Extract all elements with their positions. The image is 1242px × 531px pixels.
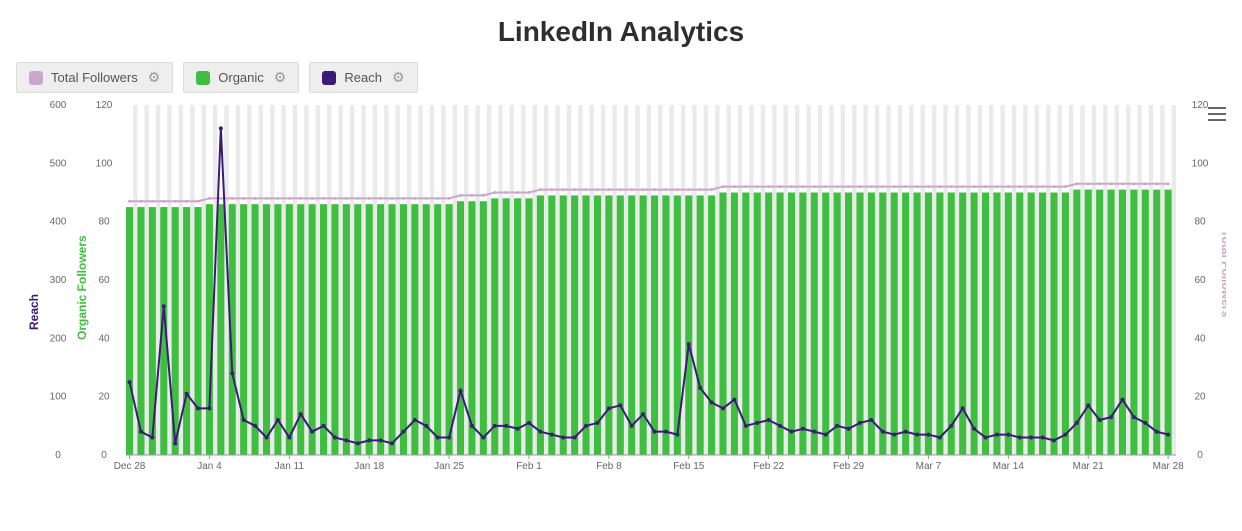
svg-text:Mar 14: Mar 14 xyxy=(993,461,1025,472)
svg-text:Jan 25: Jan 25 xyxy=(434,461,464,472)
svg-text:Jan 18: Jan 18 xyxy=(354,461,384,472)
svg-text:60: 60 xyxy=(1194,275,1206,286)
svg-text:Dec 28: Dec 28 xyxy=(114,461,146,472)
legend-label-reach: Reach xyxy=(344,70,382,85)
gear-icon[interactable]: ⚙ xyxy=(392,69,405,86)
svg-text:Feb 22: Feb 22 xyxy=(753,461,785,472)
svg-text:Feb 15: Feb 15 xyxy=(673,461,705,472)
swatch-organic-icon xyxy=(196,71,210,85)
svg-text:120: 120 xyxy=(1192,100,1209,111)
svg-text:80: 80 xyxy=(98,217,110,228)
svg-text:Total Followers: Total Followers xyxy=(1219,230,1226,317)
svg-text:Feb 1: Feb 1 xyxy=(516,461,542,472)
svg-text:60: 60 xyxy=(98,275,110,286)
svg-text:100: 100 xyxy=(50,392,67,403)
svg-text:400: 400 xyxy=(50,217,67,228)
svg-text:20: 20 xyxy=(1194,392,1206,403)
svg-text:500: 500 xyxy=(50,158,67,169)
svg-text:80: 80 xyxy=(1194,217,1206,228)
svg-text:0: 0 xyxy=(101,450,107,461)
swatch-reach-icon xyxy=(322,71,336,85)
svg-text:Jan 11: Jan 11 xyxy=(275,461,305,472)
svg-text:600: 600 xyxy=(50,100,67,111)
chart: 0100200300400500600Reach020406080100120O… xyxy=(16,95,1226,495)
svg-text:120: 120 xyxy=(96,100,113,111)
svg-text:Mar 28: Mar 28 xyxy=(1153,461,1185,472)
legend-total-followers[interactable]: Total Followers ⚙ xyxy=(16,62,173,93)
page-title: LinkedIn Analytics xyxy=(16,16,1226,48)
legend-reach[interactable]: Reach ⚙ xyxy=(309,62,417,93)
legend-organic[interactable]: Organic ⚙ xyxy=(183,62,299,93)
svg-text:0: 0 xyxy=(55,450,61,461)
svg-text:40: 40 xyxy=(98,333,110,344)
svg-text:20: 20 xyxy=(98,392,110,403)
svg-text:Reach: Reach xyxy=(27,294,41,330)
svg-text:Organic Followers: Organic Followers xyxy=(75,235,89,340)
chart-svg: 0100200300400500600Reach020406080100120O… xyxy=(16,95,1226,495)
svg-text:100: 100 xyxy=(1192,158,1209,169)
svg-text:Feb 8: Feb 8 xyxy=(596,461,622,472)
legend-label-organic: Organic xyxy=(218,70,264,85)
svg-text:300: 300 xyxy=(50,275,67,286)
svg-text:200: 200 xyxy=(50,333,67,344)
gear-icon[interactable]: ⚙ xyxy=(274,69,287,86)
svg-text:Feb 29: Feb 29 xyxy=(833,461,865,472)
svg-text:Jan 4: Jan 4 xyxy=(197,461,222,472)
svg-text:40: 40 xyxy=(1194,333,1206,344)
svg-text:Mar 7: Mar 7 xyxy=(916,461,942,472)
chart-menu-icon[interactable] xyxy=(1208,103,1226,125)
gear-icon[interactable]: ⚙ xyxy=(148,69,161,86)
legend: Total Followers ⚙ Organic ⚙ Reach ⚙ xyxy=(16,62,1226,93)
legend-label-total: Total Followers xyxy=(51,70,138,85)
svg-text:0: 0 xyxy=(1197,450,1203,461)
svg-text:100: 100 xyxy=(96,158,113,169)
swatch-total-followers-icon xyxy=(29,71,43,85)
svg-text:Mar 21: Mar 21 xyxy=(1073,461,1105,472)
